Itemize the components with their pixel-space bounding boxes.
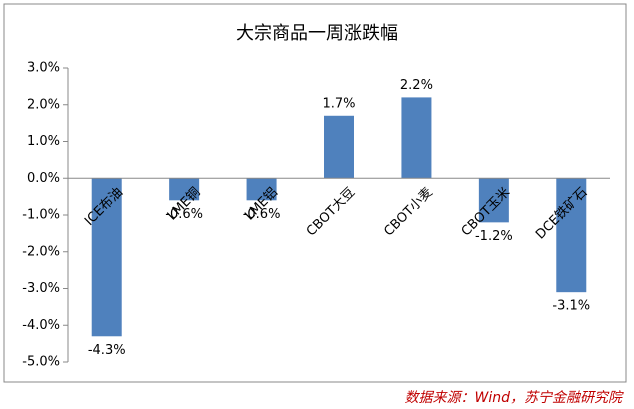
value-label: -1.2% [475,229,513,244]
value-label: 2.2% [400,78,433,93]
chart-title: 大宗商品一周涨跌幅 [236,23,398,44]
source-note: 数据来源：Wind，苏宁金融研究院 [405,390,624,406]
bar [324,115,354,179]
y-tick-label: 2.0% [27,97,60,112]
value-label: -0.6% [165,207,203,222]
y-tick-label: -1.0% [22,208,60,223]
bar [246,178,277,201]
bar [169,178,200,201]
y-tick-label: 1.0% [27,134,60,149]
value-label: -4.3% [88,343,126,358]
y-tick-label: 0.0% [27,171,60,186]
bar [91,178,122,337]
y-tick-label: -4.0% [22,318,60,333]
value-label: -3.1% [552,299,590,314]
y-tick-label: 3.0% [27,61,60,76]
bar [401,97,432,179]
bar [556,178,587,293]
bar [478,178,509,223]
y-tick-label: -2.0% [22,244,60,259]
value-label: 1.7% [322,96,355,111]
y-tick-label: -3.0% [22,281,60,296]
y-tick-label: -5.0% [22,355,60,370]
value-label: -0.6% [243,207,281,222]
